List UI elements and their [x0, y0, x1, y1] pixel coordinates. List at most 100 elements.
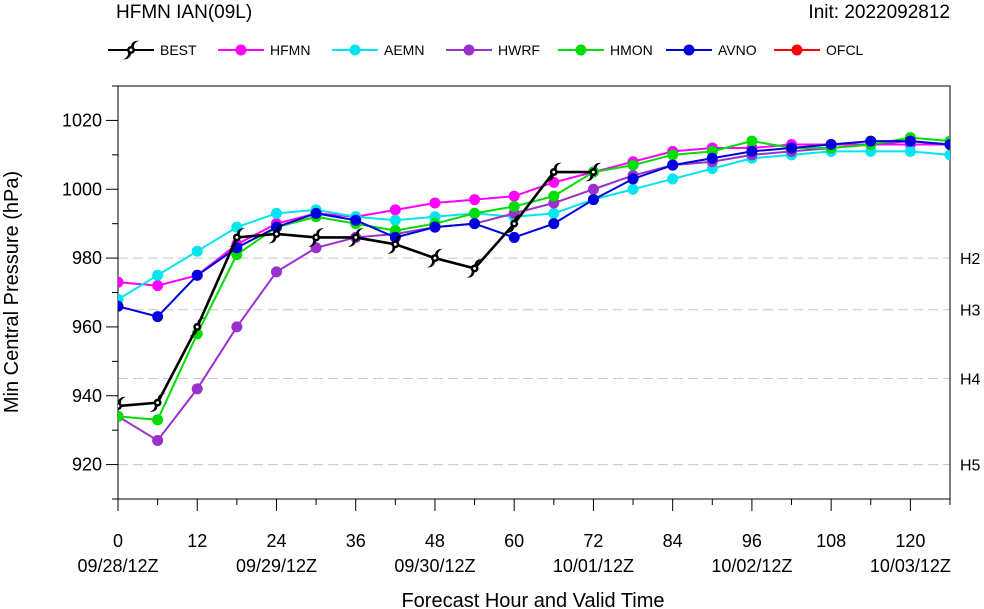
- legend: BEST HFMN AEMN HWRF HMON AVNO OFCL: [108, 40, 864, 60]
- y-tick-label: 1020: [62, 110, 102, 130]
- data-point-avno: [152, 311, 164, 323]
- data-point-hmon: [548, 190, 560, 202]
- best-point-hurricane-icon-ring: [118, 402, 122, 411]
- best-point-hurricane-icon: [427, 248, 443, 268]
- best-point-hurricane-icon: [466, 259, 483, 278]
- x-tick-label: 12: [187, 531, 207, 551]
- best-point-hurricane-icon-arm-top: [118, 396, 126, 404]
- data-point-avno: [667, 159, 679, 171]
- init-label: Init: 2022092812: [808, 2, 950, 23]
- y-tick-label: 1000: [62, 179, 102, 199]
- x-axis-label: Forecast Hour and Valid Time: [401, 590, 664, 609]
- data-point-aemn: [548, 207, 560, 219]
- ref-line-label: H5: [960, 458, 981, 475]
- ref-line-label: H3: [960, 303, 981, 320]
- best-point-hurricane-icon: [545, 162, 562, 182]
- best-point-hurricane-icon-arm-top: [474, 259, 483, 266]
- best-point-hurricane-icon-eye: [552, 170, 556, 174]
- data-point-avno: [825, 139, 837, 151]
- best-point-hurricane-icon-arm-top: [434, 248, 443, 256]
- chart-title: HFMN IAN(09L): [116, 2, 252, 23]
- best-point-hurricane-icon: [347, 228, 364, 247]
- data-point-avno: [706, 152, 718, 164]
- best-point-hurricane-icon-arm-bottom: [228, 240, 237, 247]
- best-point-hurricane-icon-arm-bottom: [189, 329, 198, 337]
- series-line-hmon: [118, 136, 950, 421]
- series-hwrf: [118, 135, 950, 446]
- data-point-hfmn: [152, 280, 164, 292]
- series-best: [110, 162, 602, 415]
- data-point-hfmn: [429, 197, 441, 209]
- best-point-hurricane-icon-arm-bottom: [110, 409, 118, 415]
- data-point-aemn: [944, 149, 950, 161]
- data-point-hfmn: [118, 276, 124, 288]
- best-point-hurricane-icon-eye: [314, 235, 318, 239]
- data-point-aemn: [152, 269, 164, 281]
- data-point-hwrf: [152, 434, 164, 446]
- best-point-hurricane-icon-eye: [235, 235, 239, 239]
- best-point-hurricane-icon-arm-bottom: [506, 226, 515, 234]
- data-point-hmon: [469, 207, 481, 219]
- x-tick-label: 96: [742, 531, 762, 551]
- data-point-aemn: [270, 207, 282, 219]
- best-point-hurricane-icon-arm-bottom: [387, 247, 396, 254]
- data-point-hmon: [746, 135, 758, 147]
- legend-label-best: BEST: [160, 42, 197, 58]
- data-point-avno: [310, 207, 322, 219]
- data-point-hfmn: [389, 204, 401, 216]
- legend-hurricane-icon-eye: [129, 48, 133, 52]
- data-point-avno: [904, 135, 916, 147]
- legend-marker-avno: [683, 44, 695, 56]
- best-point-hurricane-icon-eye: [393, 242, 397, 246]
- legend-label-ofcl: OFCL: [826, 42, 864, 58]
- best-point-hurricane-icon-eye: [156, 401, 160, 405]
- best-point-hurricane-icon-arm-bottom: [585, 174, 594, 182]
- data-point-avno: [786, 142, 798, 154]
- x-tick-label: 0: [113, 531, 123, 551]
- data-point-avno: [429, 221, 441, 233]
- best-point-hurricane-icon: [228, 228, 245, 247]
- best-point-hurricane-icon-arm-bottom: [268, 236, 277, 244]
- data-point-avno: [191, 269, 203, 281]
- best-point-hurricane-icon: [149, 393, 166, 412]
- y-tick-label: 920: [72, 455, 102, 475]
- y-axis-label: Min Central Pressure (hPa): [1, 171, 23, 413]
- best-point-hurricane-icon-arm-top: [395, 234, 404, 242]
- best-point-hurricane-icon: [506, 214, 523, 234]
- x-tick-label: 36: [346, 531, 366, 551]
- best-point-hurricane-icon-arm-top: [593, 162, 602, 170]
- best-point-hurricane-icon-arm-top: [514, 214, 523, 221]
- data-point-avno: [350, 214, 362, 226]
- best-point-hurricane-icon: [585, 162, 602, 182]
- legend-marker-ofcl: [791, 44, 803, 56]
- date-tick-label: 09/29/12Z: [236, 556, 317, 576]
- best-point-hurricane-icon-eye: [118, 404, 120, 408]
- best-point-hurricane-icon-arm-top: [197, 317, 206, 325]
- ref-line-label: H2: [960, 251, 981, 268]
- best-point-hurricane-icon: [189, 317, 206, 337]
- best-point-hurricane-icon-eye: [275, 232, 278, 236]
- legend-label-aemn: AEMN: [384, 42, 424, 58]
- date-tick-label: 10/01/12Z: [553, 556, 634, 576]
- best-point-hurricane-icon-arm-top: [236, 228, 245, 235]
- series-line-hwrf: [118, 140, 950, 442]
- legend-label-hfmn: HFMN: [270, 42, 310, 58]
- x-tick-label: 48: [425, 531, 445, 551]
- x-tick-label: 120: [895, 531, 925, 551]
- data-point-hwrf: [191, 383, 203, 395]
- best-point-hurricane-icon-arm-top: [157, 393, 166, 400]
- series-hmon: [118, 132, 950, 426]
- data-point-avno: [508, 231, 520, 243]
- best-point-hurricane-icon-arm-bottom: [149, 405, 158, 412]
- y-axis: 920 940 960 980 1000 1020: [62, 85, 118, 500]
- data-point-avno: [944, 139, 950, 151]
- legend-marker-hmon: [575, 44, 587, 56]
- data-point-hmon: [627, 159, 639, 171]
- data-point-avno: [548, 218, 560, 230]
- x-tick-label: 84: [663, 531, 683, 551]
- series-line-aemn: [118, 150, 950, 301]
- best-point-hurricane-icon-arm-bottom: [347, 240, 356, 247]
- data-point-avno: [118, 300, 124, 312]
- best-point-hurricane-icon-arm-bottom: [466, 271, 475, 278]
- data-point-hwrf: [587, 183, 599, 195]
